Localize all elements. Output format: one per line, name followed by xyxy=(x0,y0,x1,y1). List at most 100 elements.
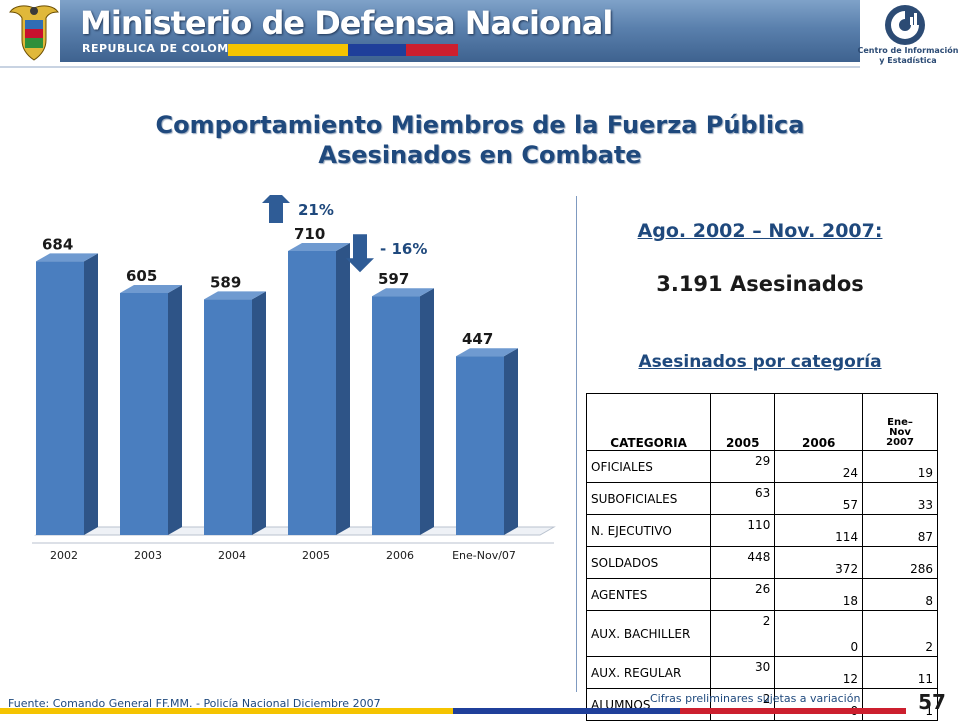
bar-2005 xyxy=(288,251,336,535)
data-label-2005: 710 xyxy=(294,225,325,243)
value-2006-cell: 24 xyxy=(774,450,864,483)
category-cell: N. EJECUTIVO xyxy=(585,514,712,547)
footer-flag-bar xyxy=(0,708,906,714)
header: Ministerio de Defensa Nacional REPUBLICA… xyxy=(0,0,960,84)
table-row: AUX. BACHILLER 2 0 2 xyxy=(585,610,938,657)
bar-Ene-Nov/07 xyxy=(456,356,504,535)
value-2006-cell: 0 xyxy=(774,688,864,721)
bar-2006 xyxy=(372,296,420,535)
ministry-title: Ministerio de Defensa Nacional xyxy=(80,4,613,42)
info-center-label: Centro de Información y Estadística xyxy=(852,46,960,66)
footer-blue xyxy=(453,708,680,714)
value-2006-cell: 372 xyxy=(774,546,864,579)
bar-top-2006 xyxy=(372,288,434,297)
value-2007-cell: 2 xyxy=(862,610,938,657)
category-label-2002: 2002 xyxy=(50,549,78,562)
value-2007-cell: 286 xyxy=(862,546,938,579)
arrow-up-icon xyxy=(262,195,290,223)
header-2005: 2005 xyxy=(710,393,776,451)
info-center-line2: y Estadística xyxy=(879,56,937,65)
page-number: 57 xyxy=(918,690,946,714)
value-2005-cell: 448 xyxy=(710,546,776,579)
value-2006-cell: 0 xyxy=(774,610,864,657)
category-label-Ene-Nov/07: Ene-Nov/07 xyxy=(452,549,516,562)
category-label-2005: 2005 xyxy=(302,549,330,562)
bar-side-2004 xyxy=(252,291,266,535)
data-label-2006: 597 xyxy=(378,270,409,288)
colombia-coat-of-arms-icon xyxy=(9,5,59,61)
data-label-2003: 605 xyxy=(126,267,157,285)
bar-chart: 684 2002 605 2003 589 2004 710 2005 597 2006 447 En… xyxy=(20,195,560,585)
table-row: N. EJECUTIVO 110 114 87 xyxy=(585,514,938,547)
flag-red xyxy=(406,44,458,56)
header-ene-nov-2007: Ene– Nov 2007 xyxy=(862,393,938,451)
value-2007-cell: 8 xyxy=(862,578,938,611)
value-2006-cell: 12 xyxy=(774,656,864,689)
table-header-row: CATEGORIA 2005 2006 Ene– Nov 2007 xyxy=(585,393,938,451)
value-2007-cell: 19 xyxy=(862,450,938,483)
category-heading: Asesinados por categoría xyxy=(638,352,882,372)
header-rule xyxy=(0,66,860,68)
bar-top-2003 xyxy=(120,285,182,293)
info-center-logo: Centro de Información y Estadística xyxy=(858,0,960,84)
category-label-2004: 2004 xyxy=(218,549,246,562)
arrow-down-icon xyxy=(346,234,374,273)
value-2007-cell: 87 xyxy=(862,514,938,547)
table-row: SOLDADOS 448 372 286 xyxy=(585,546,938,579)
header-2007: 2007 xyxy=(886,437,914,448)
flag-stripe xyxy=(228,44,458,56)
source-note: Fuente: Comando General FF.MM. - Policía… xyxy=(8,697,381,710)
republic-subtitle: REPUBLICA DE COLOMBIA xyxy=(82,42,252,55)
bar-side-2006 xyxy=(420,288,434,535)
data-label-Ene-Nov/07: 447 xyxy=(462,330,493,348)
footer-red xyxy=(680,708,906,714)
value-2006-cell: 57 xyxy=(774,482,864,515)
total-killed: 3.191 Asesinados xyxy=(656,272,864,296)
category-label-2003: 2003 xyxy=(134,549,162,562)
period-heading: Ago. 2002 – Nov. 2007: xyxy=(637,220,883,242)
value-2005-cell: 2 xyxy=(710,610,776,657)
value-2006-cell: 114 xyxy=(774,514,864,547)
bar-chart-svg: 684 2002 605 2003 589 2004 710 2005 597 2006 447 En… xyxy=(32,195,556,562)
bar-side-Ene-Nov/07 xyxy=(504,348,518,535)
category-cell: OFICIALES xyxy=(585,450,712,483)
value-2005-cell: 26 xyxy=(710,578,776,611)
value-2005-cell: 63 xyxy=(710,482,776,515)
title-line2: Asesinados en Combate xyxy=(318,141,642,169)
preliminary-note: Cifras preliminares sujetas a variación xyxy=(650,692,861,705)
value-2007-cell: 11 xyxy=(862,656,938,689)
header-nov: Nov xyxy=(889,427,911,438)
title-line1: Comportamiento Miembros de la Fuerza Púb… xyxy=(155,111,805,139)
table-row: SUBOFICIALES 63 57 33 xyxy=(585,482,938,515)
bar-top-2005 xyxy=(288,243,350,251)
bar-side-2005 xyxy=(336,243,350,535)
bar-top-2002 xyxy=(36,253,98,262)
category-cell: SOLDADOS xyxy=(585,546,712,579)
bar-side-2002 xyxy=(84,253,98,535)
info-center-line1: Centro de Información xyxy=(857,46,959,55)
category-cell: SUBOFICIALES xyxy=(585,482,712,515)
category-cell: AGENTES xyxy=(585,578,712,611)
header-categoria: CATEGORIA xyxy=(585,393,712,451)
slide-title: Comportamiento Miembros de la Fuerza Púb… xyxy=(0,110,960,170)
bar-2002 xyxy=(36,261,84,535)
table-row: AUX. REGULAR 30 12 11 xyxy=(585,656,938,689)
data-label-2002: 684 xyxy=(42,235,73,253)
vertical-divider xyxy=(576,196,577,692)
footer-yellow xyxy=(0,708,453,714)
data-label-2004: 589 xyxy=(210,273,241,291)
bar-2004 xyxy=(204,299,252,535)
header-2006: 2006 xyxy=(774,393,864,451)
header-ene: Ene– xyxy=(887,417,913,428)
value-2005-cell: 30 xyxy=(710,656,776,689)
value-2007-cell: 33 xyxy=(862,482,938,515)
bar-side-2003 xyxy=(168,285,182,535)
value-2006-cell: 18 xyxy=(774,578,864,611)
bar-2003 xyxy=(120,293,168,535)
category-label-2006: 2006 xyxy=(386,549,414,562)
category-cell: AUX. REGULAR xyxy=(585,656,712,689)
info-center-logo-icon xyxy=(885,5,925,45)
category-cell: AUX. BACHILLER xyxy=(585,610,712,657)
header-banner: Ministerio de Defensa Nacional REPUBLICA… xyxy=(60,0,860,62)
table-row: AGENTES 26 18 8 xyxy=(585,578,938,611)
